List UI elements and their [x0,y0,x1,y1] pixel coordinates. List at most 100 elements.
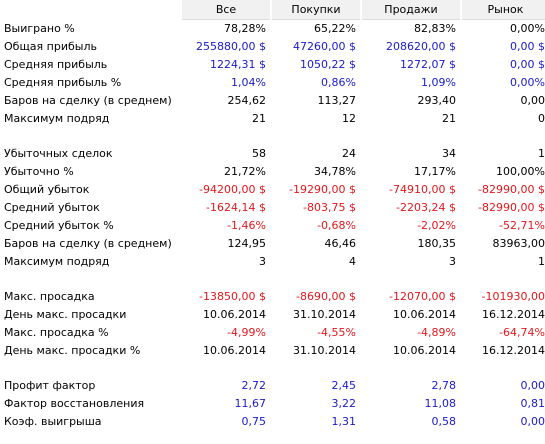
cell-all: -13850,00 $ [199,290,266,303]
cell-all: -94200,00 $ [199,183,266,196]
cell-market: 0,00 [520,415,545,428]
table-row: Средний убыток -1624,14 $ -803,75 $ -2203,2… [0,199,545,217]
spacer-cell [362,271,460,288]
cell-sells: 10.06.2014 [393,344,456,357]
cell-market: 0,00 $ [510,40,545,53]
column-header-sells[interactable]: Продажи [362,0,460,20]
cell-sells: 180,35 [417,237,457,250]
cell-all: 2,72 [241,379,267,392]
table-row: Максимум подряд 3 4 3 1 [0,253,545,271]
spacer-cell [272,128,360,145]
cell-buys: 1050,22 $ [300,58,356,71]
spacer-cell [362,360,460,377]
cell-market: 1 [538,255,545,268]
cell-all: 0,75 [241,415,267,428]
spacer-cell [182,128,270,145]
spacer-cell [0,128,180,145]
cell-buys: 3,22 [331,397,357,410]
table-row: День макс. просадки % 10.06.2014 31.10.201… [0,342,545,360]
spacer-cell [272,360,360,377]
cell-buys: 24 [342,147,356,160]
cell-market: 83963,00 [492,237,545,250]
cell-sells: -74910,00 $ [389,183,456,196]
cell-market: 0,00 [520,94,545,107]
cell-buys: 0,86% [321,76,356,89]
cell-market: 0,00% [510,22,545,35]
row-label: Фактор восстановления [4,397,145,410]
row-label: Средний убыток % [4,219,114,232]
cell-buys: 4 [349,255,356,268]
table-row: Общая прибыль 255880,00 $ 47260,00 $ 208620… [0,38,545,56]
cell-market: 16.12.2014 [482,344,545,357]
cell-market: 0,00 $ [510,58,545,71]
cell-sells: 293,40 [417,94,457,107]
spacer-row [0,360,545,377]
row-label: Средняя прибыль % [4,76,122,89]
cell-buys: 65,22% [314,22,356,35]
cell-sells: 82,83% [414,22,456,35]
spacer-cell [182,271,270,288]
table-row: Баров на сделку (в среднем) 124,95 46,46 18… [0,235,545,253]
cell-market: -101930,00 [481,290,545,303]
cell-market: 0,81 [520,397,545,410]
cell-all: -1,46% [227,219,266,232]
row-label: Макс. просадка % [4,326,109,339]
cell-sells: 21 [442,112,456,125]
row-label: Средняя прибыль [4,58,108,71]
row-label: Коэф. выигрыша [4,415,102,428]
column-header-all[interactable]: Все [182,0,270,20]
cell-market: -82990,00 $ [478,201,545,214]
cell-all: 10.06.2014 [203,344,266,357]
row-label: Убыточных сделок [4,147,113,160]
row-label: Общая прибыль [4,40,97,53]
table-row: Макс. просадка -13850,00 $ -8690,00 $ -1207… [0,288,545,306]
row-label: Выиграно % [4,22,75,35]
row-label: Средний убыток [4,201,100,214]
row-label: Максимум подряд [4,255,110,268]
table-row: Общий убыток -94200,00 $ -19290,00 $ -74910… [0,181,545,199]
cell-buys: 12 [342,112,356,125]
cell-market: 16.12.2014 [482,308,545,321]
cell-all: 1,04% [231,76,266,89]
cell-sells: -12070,00 $ [389,290,456,303]
table-header: Все Покупки Продажи Рынок [0,0,545,20]
cell-sells: 0,58 [431,415,457,428]
cell-sells: 2,78 [431,379,457,392]
row-label: Профит фактор [4,379,96,392]
table-row: Выиграно % 78,28% 65,22% 82,83% 0,00% [0,20,545,38]
cell-buys: 47260,00 $ [293,40,356,53]
cell-buys: 31.10.2014 [293,308,356,321]
cell-all: 254,62 [227,94,267,107]
spacer-row [0,128,545,145]
table-row: Максимум подряд 21 12 21 0 [0,110,545,128]
spacer-cell [0,360,180,377]
cell-all: -1624,14 $ [206,201,266,214]
cell-market: -52,71% [499,219,545,232]
cell-sells: 10.06.2014 [393,308,456,321]
cell-buys: -0,68% [317,219,356,232]
cell-market: 1 [538,147,545,160]
cell-all: 10.06.2014 [203,308,266,321]
cell-sells: -4,89% [417,326,456,339]
spacer-cell [462,128,545,145]
cell-market: 0,00% [510,76,545,89]
cell-all: 11,67 [234,397,267,410]
cell-sells: 3 [449,255,456,268]
cell-all: 255880,00 $ [196,40,266,53]
cell-buys: -4,55% [317,326,356,339]
column-header-buys[interactable]: Покупки [272,0,360,20]
table-row: Средний убыток % -1,46% -0,68% -2,02% -52,71… [0,217,545,235]
table-body: Выиграно % 78,28% 65,22% 82,83% 0,00% Общая п… [0,20,545,431]
column-header-market[interactable]: Рынок [462,0,545,20]
cell-buys: -803,75 $ [303,201,356,214]
table-row: Средняя прибыль 1224,31 $ 1050,22 $ 1272,07… [0,56,545,74]
cell-market: 0,00 [520,379,545,392]
cell-buys: 46,46 [324,237,357,250]
cell-sells: 17,17% [414,165,456,178]
spacer-cell [362,128,460,145]
statistics-table: Все Покупки Продажи Рынок Выиграно % 78,2… [0,0,545,431]
cell-sells: -2,02% [417,219,456,232]
cell-buys: 34,78% [314,165,356,178]
spacer-cell [462,360,545,377]
row-label: Макс. просадка [4,290,95,303]
